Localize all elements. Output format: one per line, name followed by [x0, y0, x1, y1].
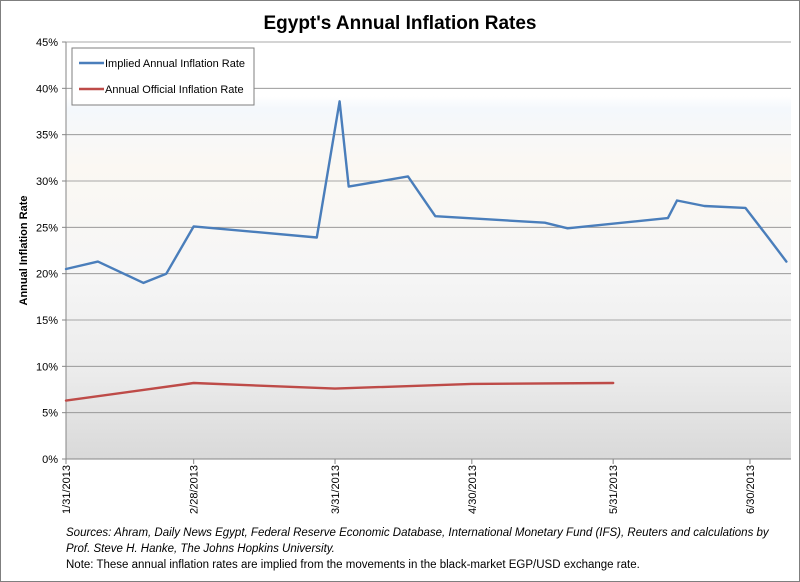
x-tick-label: 2/28/2013: [189, 465, 201, 514]
x-tick-label: 1/31/2013: [61, 465, 73, 514]
y-tick-label: 15%: [36, 315, 58, 327]
legend-box: [71, 47, 255, 106]
axes: [62, 41, 791, 464]
y-tick-label: 20%: [36, 269, 58, 281]
y-axis-ticks: 0% 5% 10% 15% 20% 25% 30% 35% 40% 45%: [36, 37, 58, 466]
plot-area: [66, 42, 791, 459]
x-tick-label: 4/30/2013: [467, 465, 479, 514]
x-tick-label: 6/30/2013: [745, 465, 757, 514]
legend: Implied Annual Inflation Rate Annual Off…: [71, 47, 255, 106]
note-text: Note: These annual inflation rates are i…: [66, 559, 640, 571]
series-line-implied: [64, 100, 788, 285]
series-lines: [64, 100, 788, 402]
sources-text: Sources: Ahram, Daily News Egypt, Federa…: [66, 527, 769, 555]
x-tick-label: 3/31/2013: [330, 465, 342, 514]
y-tick-label: 5%: [42, 408, 58, 420]
legend-label-official: Annual Official Inflation Rate: [105, 84, 244, 96]
x-axis-ticks: 1/31/2013 2/28/2013 3/31/2013 4/30/2013 5/31…: [61, 465, 757, 514]
y-tick-label: 45%: [36, 37, 58, 49]
x-tick-label: 5/31/2013: [608, 465, 620, 514]
y-tick-label: 35%: [36, 130, 58, 142]
series-line-official: [64, 381, 615, 402]
y-tick-label: 25%: [36, 222, 58, 234]
y-tick-label: 10%: [36, 361, 58, 373]
y-axis-label: Annual Inflation Rate: [18, 196, 30, 306]
chart-notes: Sources: Ahram, Daily News Egypt, Federa…: [66, 525, 786, 573]
y-tick-label: 30%: [36, 176, 58, 188]
y-tick-label: 40%: [36, 83, 58, 95]
chart-title: Egypt's Annual Inflation Rates: [263, 13, 536, 34]
y-tick-label: 0%: [42, 454, 58, 466]
legend-label-implied: Implied Annual Inflation Rate: [105, 58, 245, 70]
